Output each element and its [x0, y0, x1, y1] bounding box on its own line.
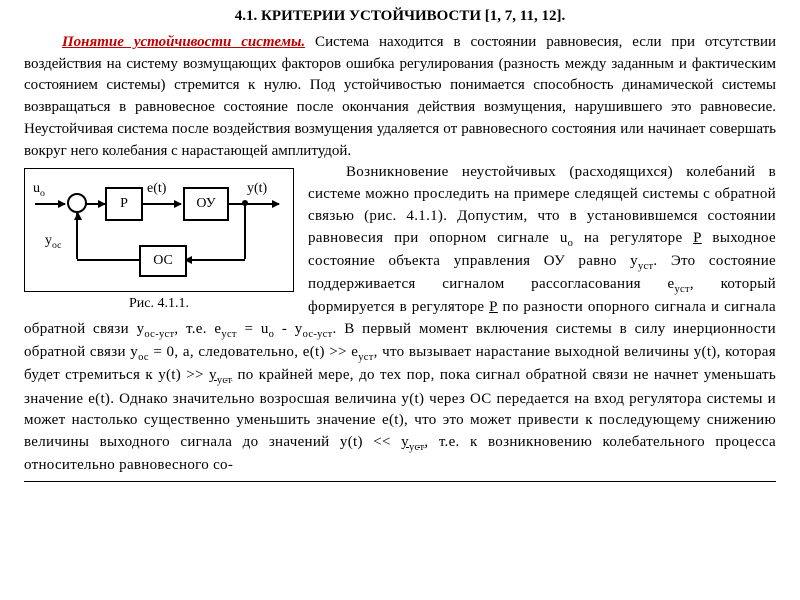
bottom-rule	[24, 481, 776, 482]
lead-term: Понятие устойчивости системы.	[62, 34, 305, 50]
arrow-to-os	[185, 259, 245, 261]
line-os-left	[77, 259, 139, 261]
block-plant: ОУ	[183, 187, 229, 221]
block-feedback: ОС	[139, 245, 187, 277]
paragraph-1: Понятие устойчивости системы. Система на…	[24, 32, 776, 163]
line-down	[244, 203, 246, 259]
summing-junction	[67, 193, 87, 213]
label-yt: y(t)	[247, 179, 267, 199]
block-regulator: Р	[105, 187, 143, 221]
p1-text: Система находится в состоянии равновесия…	[24, 34, 776, 159]
label-uo: uо	[33, 179, 45, 201]
arrow-uo-to-sum	[35, 203, 65, 205]
figure-caption: Рис. 4.1.1.	[24, 294, 294, 314]
arrow-feedback-to-sum	[76, 213, 78, 259]
figure-frame: uо Р e(t) ОУ	[24, 168, 294, 292]
document-page: 4.1. КРИТЕРИИ УСТОЙЧИВОСТИ [1, 7, 11, 12…	[0, 0, 800, 488]
arrow-p-to-ou	[141, 203, 181, 205]
arrow-ou-to-out	[227, 203, 279, 205]
arrow-sum-to-p	[85, 203, 105, 205]
label-yos: yос	[45, 231, 62, 253]
section-title: 4.1. КРИТЕРИИ УСТОЙЧИВОСТИ [1, 7, 11, 12…	[24, 6, 776, 28]
figure-4-1-1: uо Р e(t) ОУ	[24, 168, 294, 314]
label-et: e(t)	[147, 179, 166, 199]
